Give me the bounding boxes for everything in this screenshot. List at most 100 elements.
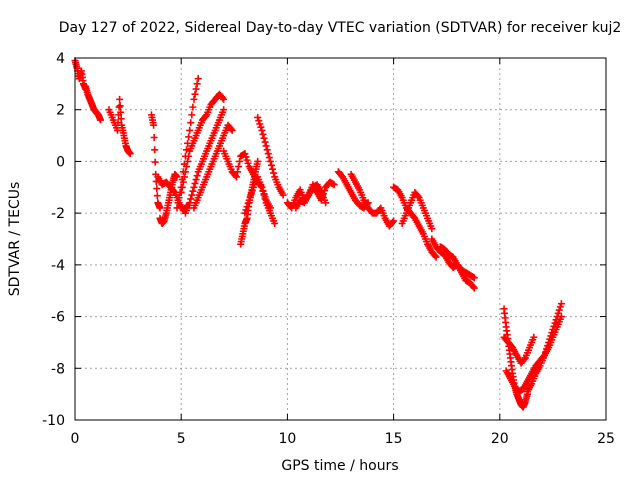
- data-point: [428, 225, 436, 233]
- data-point: [279, 191, 287, 199]
- data-point: [96, 116, 104, 124]
- data-point: [233, 168, 241, 176]
- chart-title: Day 127 of 2022, Sidereal Day-to-day VTE…: [59, 20, 622, 36]
- data-point: [183, 163, 191, 171]
- x-tick-label: 0: [71, 431, 80, 447]
- x-tick-label: 5: [177, 431, 186, 447]
- data-point: [243, 203, 251, 211]
- data-point: [235, 163, 243, 171]
- data-point: [270, 169, 278, 177]
- data-point: [180, 173, 188, 181]
- data-point: [151, 158, 159, 166]
- data-point: [153, 185, 161, 193]
- series-arc-2: [105, 95, 134, 158]
- data-point: [556, 303, 564, 311]
- data-point: [530, 333, 538, 341]
- data-point: [259, 130, 267, 138]
- data-point: [259, 187, 267, 195]
- data-point: [551, 319, 559, 327]
- data-point: [260, 134, 268, 142]
- data-point: [173, 204, 181, 212]
- series-arc-13: [254, 113, 287, 199]
- data-point: [262, 142, 270, 150]
- data-point: [174, 199, 182, 207]
- data-point: [117, 108, 125, 116]
- data-point: [193, 80, 201, 88]
- data-point: [192, 176, 200, 184]
- data-point: [189, 103, 197, 111]
- data-point: [470, 274, 478, 282]
- data-point: [117, 115, 125, 123]
- y-tick-label: 2: [56, 103, 65, 119]
- series-arc-19: [398, 188, 436, 233]
- data-point: [177, 188, 185, 196]
- series-arc-7: [177, 90, 228, 196]
- data-point: [116, 95, 124, 103]
- y-axis-label: SDTVAR / TECUs: [7, 182, 23, 297]
- data-point: [190, 183, 198, 191]
- y-tick-label: -2: [51, 206, 65, 222]
- data-point: [151, 146, 159, 154]
- series-arc-1: [82, 82, 104, 124]
- data-point: [153, 192, 161, 200]
- series-arc-15: [292, 181, 330, 212]
- series-arc-25: [502, 313, 565, 396]
- data-point: [194, 75, 202, 83]
- data-point: [241, 209, 249, 217]
- series-arc-3: [147, 111, 164, 212]
- data-points: [71, 57, 565, 411]
- data-point: [245, 196, 253, 204]
- series-arc-9: [190, 121, 236, 212]
- data-point: [188, 111, 196, 119]
- y-tick-label: -4: [51, 258, 65, 274]
- data-point: [271, 219, 279, 227]
- data-point: [170, 187, 178, 195]
- data-point: [243, 156, 251, 164]
- data-point: [191, 90, 199, 98]
- data-point: [254, 157, 262, 165]
- data-point: [256, 120, 264, 128]
- data-point: [258, 126, 266, 134]
- series-arc-21: [436, 243, 478, 282]
- data-point: [469, 283, 477, 291]
- data-point: [173, 173, 181, 181]
- data-point: [246, 193, 254, 201]
- data-point: [266, 157, 274, 165]
- data-point: [150, 134, 158, 142]
- data-point: [244, 159, 252, 167]
- data-point: [254, 113, 262, 121]
- data-point: [232, 173, 240, 181]
- data-point: [260, 191, 268, 199]
- data-point: [264, 150, 272, 158]
- data-point: [261, 195, 269, 203]
- data-point: [242, 206, 250, 214]
- data-point: [192, 85, 200, 93]
- data-point: [248, 187, 256, 195]
- data-point: [265, 154, 273, 162]
- series-arc-24: [500, 333, 538, 367]
- data-point: [263, 146, 271, 154]
- y-tick-label: 4: [56, 51, 65, 67]
- plot-frame: [74, 57, 607, 421]
- data-point: [179, 178, 187, 186]
- y-tick-label: -10: [42, 413, 65, 429]
- data-point: [181, 168, 189, 176]
- data-point: [241, 150, 249, 158]
- data-point: [255, 117, 263, 125]
- data-point: [193, 172, 201, 180]
- data-point: [557, 313, 565, 321]
- data-point: [389, 218, 397, 226]
- data-point: [220, 106, 228, 114]
- data-point: [185, 133, 193, 141]
- data-point: [236, 157, 244, 165]
- data-point: [244, 199, 252, 207]
- data-point: [126, 150, 134, 158]
- data-point: [227, 125, 235, 133]
- data-point: [116, 102, 124, 110]
- data-point: [330, 181, 338, 189]
- data-point: [231, 172, 239, 180]
- series-arc-8: [181, 106, 228, 217]
- data-point: [261, 138, 269, 146]
- data-point: [470, 284, 478, 292]
